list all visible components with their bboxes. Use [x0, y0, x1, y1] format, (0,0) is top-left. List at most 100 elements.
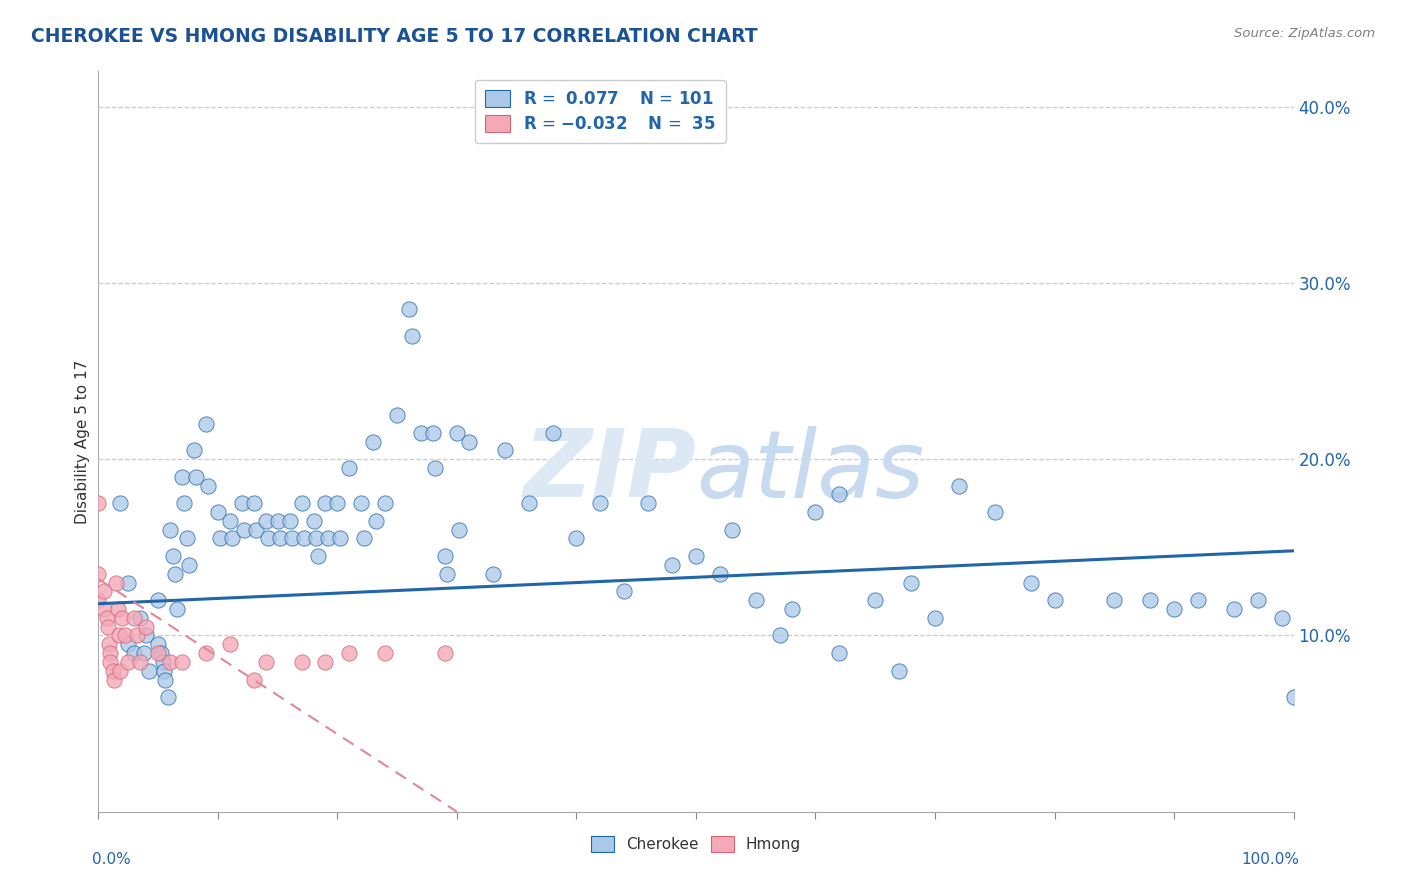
Point — [326, 496, 349, 510]
Text: 0.0%: 0.0% — [93, 853, 131, 867]
Point — [163, 566, 186, 581]
Point — [316, 532, 339, 546]
Point — [364, 514, 387, 528]
Point — [339, 646, 361, 660]
Point — [828, 487, 851, 501]
Point — [129, 611, 152, 625]
Point — [221, 532, 243, 546]
Point — [517, 496, 540, 510]
Point — [231, 496, 253, 510]
Point — [984, 505, 1007, 519]
Point — [1187, 593, 1209, 607]
Point — [661, 558, 683, 572]
Point — [107, 628, 129, 642]
Point — [924, 611, 946, 625]
Legend: Cherokee, Hmong: Cherokee, Hmong — [583, 829, 808, 860]
Point — [257, 532, 280, 546]
Point — [172, 470, 194, 484]
Point — [458, 434, 481, 449]
Point — [117, 655, 139, 669]
Text: ZIP: ZIP — [523, 425, 696, 517]
Point — [152, 655, 174, 669]
Point — [153, 664, 176, 678]
Point — [93, 602, 115, 616]
Point — [541, 425, 564, 440]
Point — [889, 664, 911, 678]
Point — [93, 584, 115, 599]
Point — [329, 532, 352, 546]
Point — [281, 532, 304, 546]
Point — [305, 532, 328, 546]
Point — [481, 566, 505, 581]
Point — [374, 646, 396, 660]
Point — [179, 558, 201, 572]
Point — [108, 664, 131, 678]
Point — [159, 655, 181, 669]
Point — [291, 655, 314, 669]
Point — [117, 637, 139, 651]
Point — [269, 532, 291, 546]
Point — [425, 461, 447, 475]
Point — [207, 505, 229, 519]
Point — [1163, 602, 1185, 616]
Point — [245, 523, 267, 537]
Point — [307, 549, 329, 563]
Text: CHEROKEE VS HMONG DISABILITY AGE 5 TO 17 CORRELATION CHART: CHEROKEE VS HMONG DISABILITY AGE 5 TO 17… — [31, 27, 758, 45]
Point — [768, 628, 790, 642]
Point — [209, 532, 232, 546]
Point — [98, 646, 122, 660]
Point — [398, 302, 420, 317]
Point — [353, 532, 375, 546]
Point — [721, 523, 744, 537]
Y-axis label: Disability Age 5 to 17: Disability Age 5 to 17 — [75, 359, 90, 524]
Point — [565, 532, 588, 546]
Point — [709, 566, 731, 581]
Point — [219, 637, 242, 651]
Point — [685, 549, 707, 563]
Point — [108, 496, 131, 510]
Point — [1019, 575, 1042, 590]
Point — [411, 425, 433, 440]
Point — [291, 496, 314, 510]
Point — [434, 549, 457, 563]
Point — [117, 575, 139, 590]
Point — [148, 637, 170, 651]
Point — [350, 496, 373, 510]
Point — [101, 664, 124, 678]
Point — [292, 532, 315, 546]
Point — [900, 575, 922, 590]
Point — [129, 655, 152, 669]
Point — [363, 434, 385, 449]
Point — [1282, 690, 1305, 705]
Point — [1139, 593, 1161, 607]
Point — [804, 505, 827, 519]
Point — [166, 602, 188, 616]
Point — [132, 646, 155, 660]
Point — [183, 443, 205, 458]
Point — [374, 496, 396, 510]
Point — [865, 593, 887, 607]
Point — [948, 478, 970, 492]
Point — [195, 646, 218, 660]
Point — [1043, 593, 1066, 607]
Point — [278, 514, 301, 528]
Point — [302, 514, 325, 528]
Point — [138, 664, 160, 678]
Point — [254, 514, 277, 528]
Point — [114, 628, 136, 642]
Point — [828, 646, 851, 660]
Point — [1271, 611, 1294, 625]
Point — [745, 593, 768, 607]
Point — [125, 628, 148, 642]
Point — [96, 611, 118, 625]
Point — [111, 611, 134, 625]
Text: atlas: atlas — [696, 425, 924, 516]
Point — [148, 593, 170, 607]
Point — [385, 408, 409, 422]
Text: Source: ZipAtlas.com: Source: ZipAtlas.com — [1234, 27, 1375, 40]
Point — [98, 637, 121, 651]
Point — [135, 628, 157, 642]
Point — [186, 470, 208, 484]
Point — [197, 478, 219, 492]
Point — [135, 619, 157, 633]
